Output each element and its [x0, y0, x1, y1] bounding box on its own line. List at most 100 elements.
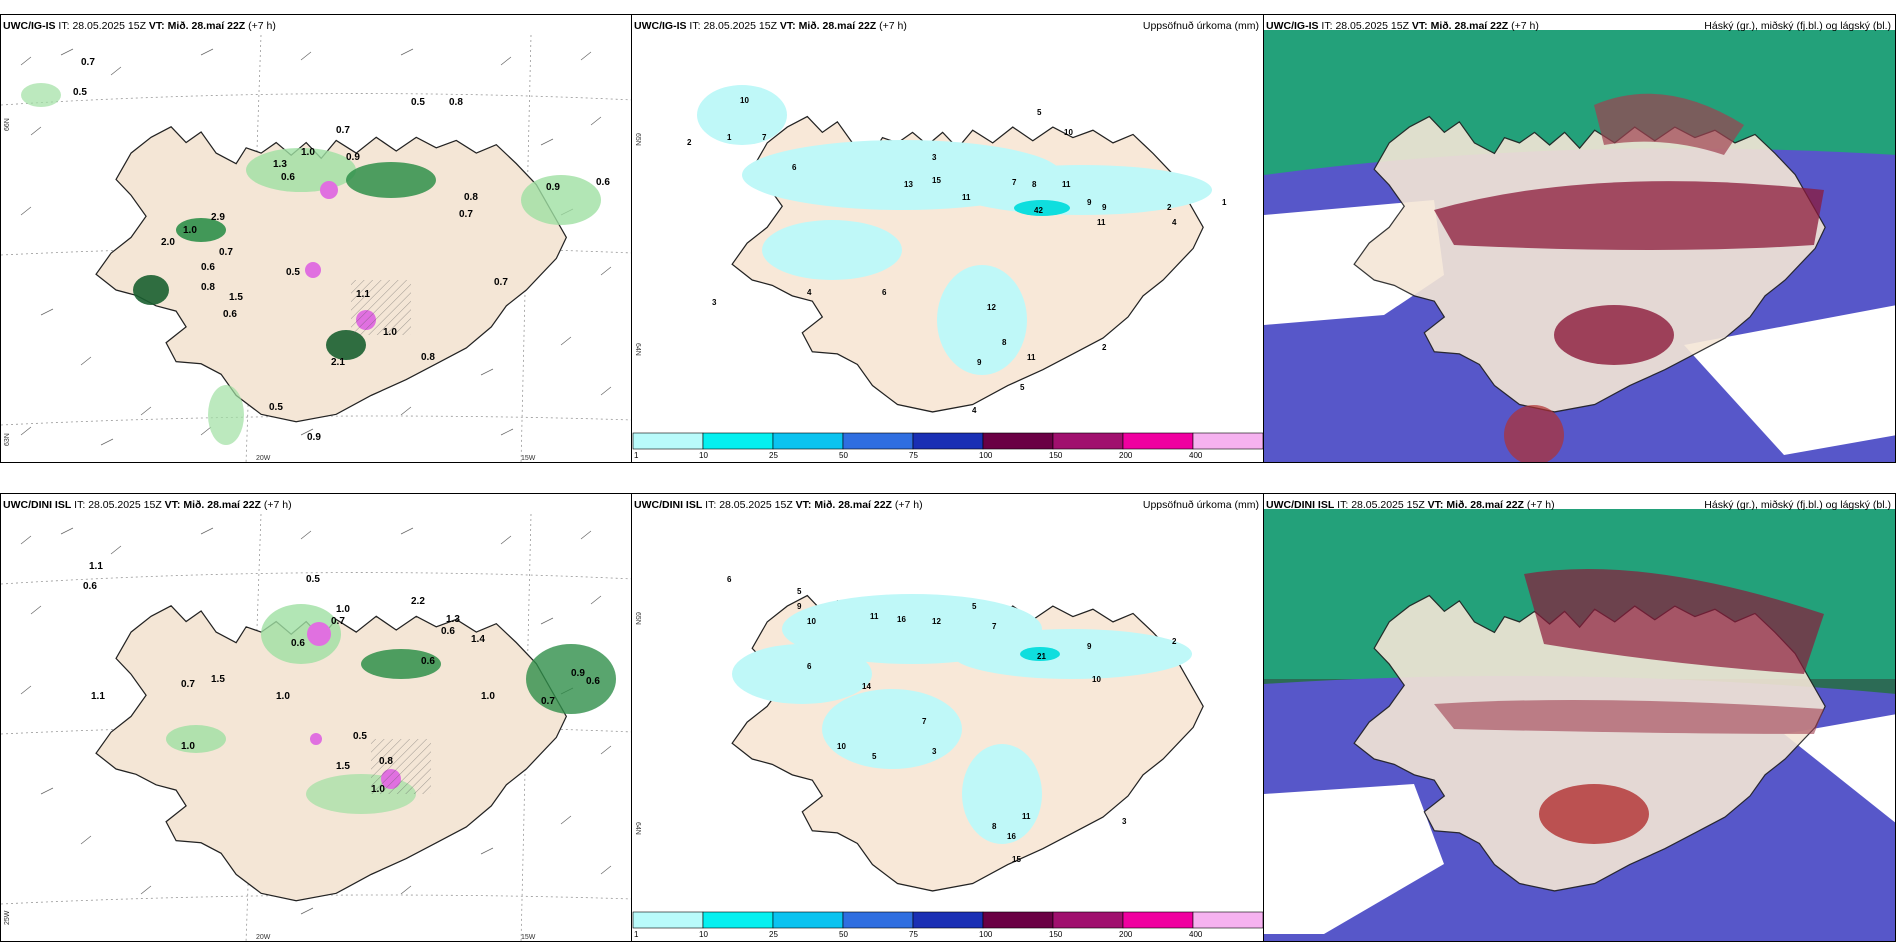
svg-text:5: 5 — [872, 752, 877, 761]
svg-text:11: 11 — [1027, 353, 1036, 362]
svg-text:25W: 25W — [4, 910, 11, 925]
colorbar-label: 200 — [1119, 451, 1133, 460]
svg-text:5: 5 — [1020, 383, 1025, 392]
svg-text:0.9: 0.9 — [546, 182, 560, 193]
svg-text:1.0: 1.0 — [481, 691, 495, 702]
svg-text:0.9: 0.9 — [307, 432, 321, 443]
svg-text:1.0: 1.0 — [371, 784, 385, 795]
svg-text:10: 10 — [807, 617, 816, 626]
svg-text:15: 15 — [932, 176, 941, 185]
svg-text:15W: 15W — [521, 455, 536, 462]
svg-text:2.9: 2.9 — [211, 212, 225, 223]
svg-text:20W: 20W — [256, 455, 271, 462]
colorbar-label: 100 — [979, 451, 993, 460]
colorbar-label: 1 — [634, 930, 639, 939]
svg-text:0.6: 0.6 — [223, 309, 237, 320]
svg-text:6: 6 — [807, 662, 812, 671]
svg-text:63N: 63N — [4, 433, 11, 446]
svg-text:9: 9 — [797, 602, 802, 611]
svg-text:0.7: 0.7 — [541, 696, 555, 707]
svg-text:16: 16 — [897, 615, 906, 624]
svg-text:6: 6 — [727, 575, 732, 584]
panel-header: UWC/DINI ISL IT: 28.05.2025 15Z VT: Mið.… — [3, 499, 292, 511]
colorbar-label: 200 — [1119, 930, 1133, 939]
svg-text:0.9: 0.9 — [571, 668, 585, 679]
precip-areas — [166, 604, 616, 814]
colorbar-swatch — [632, 432, 704, 450]
svg-text:0.6: 0.6 — [201, 262, 215, 273]
wind-barbs — [20, 48, 612, 446]
cloud-cover-panel-bottom: UWC/DINI ISL IT: 28.05.2025 15Z VT: Mið.… — [1263, 493, 1896, 942]
svg-text:7: 7 — [992, 622, 997, 631]
svg-text:16: 16 — [1007, 832, 1016, 841]
colorbar-swatch — [1122, 911, 1194, 929]
colorbar-label: 10 — [699, 930, 708, 939]
precip-areas — [21, 83, 601, 445]
svg-text:1.5: 1.5 — [229, 292, 243, 303]
svg-text:2.2: 2.2 — [411, 596, 425, 607]
svg-text:4: 4 — [1172, 218, 1177, 227]
cloud-cover-panel-top: UWC/IG-IS IT: 28.05.2025 15Z VT: Mið. 28… — [1263, 14, 1896, 463]
svg-text:1.5: 1.5 — [336, 761, 350, 772]
svg-text:5: 5 — [1037, 108, 1042, 117]
precip-wind-map: 1.1 0.6 0.5 1.0 0.7 0.6 2.2 1.3 0.6 0.6 … — [1, 513, 631, 941]
svg-text:11: 11 — [1097, 218, 1106, 227]
svg-text:64N: 64N — [634, 822, 641, 835]
svg-text:6: 6 — [882, 288, 887, 297]
svg-text:10: 10 — [837, 742, 846, 751]
svg-text:0.7: 0.7 — [459, 209, 473, 220]
colorbar-swatch — [702, 911, 774, 929]
precip-wind-panel-bottom: UWC/DINI ISL IT: 28.05.2025 15Z VT: Mið.… — [0, 493, 632, 942]
panel-header: UWC/DINI ISL IT: 28.05.2025 15Z VT: Mið.… — [1266, 499, 1891, 511]
svg-text:0.5: 0.5 — [73, 87, 87, 98]
svg-text:12: 12 — [987, 303, 996, 312]
svg-text:65N: 65N — [634, 133, 641, 146]
svg-text:0.8: 0.8 — [464, 192, 478, 203]
svg-text:3: 3 — [712, 298, 717, 307]
svg-text:0.6: 0.6 — [421, 656, 435, 667]
svg-text:0.6: 0.6 — [83, 581, 97, 592]
accum-value-labels: 6 5 9 10 11 16 12 5 7 21 9 10 2 6 14 10 … — [727, 575, 1177, 864]
colorbar-swatch — [772, 432, 844, 450]
precip-shading — [697, 85, 1212, 375]
svg-text:1.0: 1.0 — [276, 691, 290, 702]
colorbar-label: 50 — [839, 451, 848, 460]
panel-header: UWC/IG-IS IT: 28.05.2025 15Z VT: Mið. 28… — [1266, 20, 1891, 32]
svg-text:4: 4 — [972, 406, 977, 415]
svg-text:1.0: 1.0 — [183, 225, 197, 236]
svg-text:7: 7 — [1012, 178, 1017, 187]
colorbar-label: 100 — [979, 930, 993, 939]
svg-text:2: 2 — [1167, 203, 1172, 212]
colorbar-label: 1 — [634, 451, 639, 460]
colorbar-label: 75 — [909, 451, 918, 460]
colorbar: 1 10 25 50 75 100 150 200 400 — [632, 432, 1263, 460]
precip-value-labels: 1.1 0.6 0.5 1.0 0.7 0.6 2.2 1.3 0.6 0.6 … — [83, 561, 600, 795]
colorbar-label: 10 — [699, 451, 708, 460]
svg-text:1.0: 1.0 — [301, 147, 315, 158]
svg-text:13: 13 — [904, 180, 913, 189]
cloud-cover-map — [1264, 509, 1895, 941]
accum-precip-panel-top: UWC/IG-IS IT: 28.05.2025 15Z VT: Mið. 28… — [631, 14, 1264, 463]
svg-text:64N: 64N — [634, 343, 641, 356]
svg-text:1: 1 — [1222, 198, 1227, 207]
svg-text:0.7: 0.7 — [181, 679, 195, 690]
precip-value-labels: 0.7 0.5 0.5 0.8 0.7 1.0 0.9 0.6 1.3 0.8 … — [73, 57, 610, 443]
svg-text:4: 4 — [807, 288, 812, 297]
svg-text:0.8: 0.8 — [449, 97, 463, 108]
accum-precip-map: 10 2 1 7 6 5 10 3 13 15 11 7 9 8 11 42 9… — [632, 85, 1263, 460]
svg-text:12: 12 — [932, 617, 941, 626]
colorbar-swatch — [772, 911, 844, 929]
colorbar-label: 150 — [1049, 451, 1063, 460]
svg-text:10: 10 — [1092, 675, 1101, 684]
colorbar-swatch — [632, 911, 704, 929]
svg-text:2.0: 2.0 — [161, 237, 175, 248]
svg-text:15: 15 — [1012, 855, 1021, 864]
colorbar-swatch — [1192, 432, 1263, 450]
svg-text:10: 10 — [740, 96, 749, 105]
svg-text:2.1: 2.1 — [331, 357, 345, 368]
svg-text:11: 11 — [870, 612, 879, 621]
svg-text:1.3: 1.3 — [446, 614, 460, 625]
svg-text:2: 2 — [1102, 343, 1107, 352]
svg-text:0.7: 0.7 — [219, 247, 233, 258]
precip-shading — [732, 594, 1192, 844]
